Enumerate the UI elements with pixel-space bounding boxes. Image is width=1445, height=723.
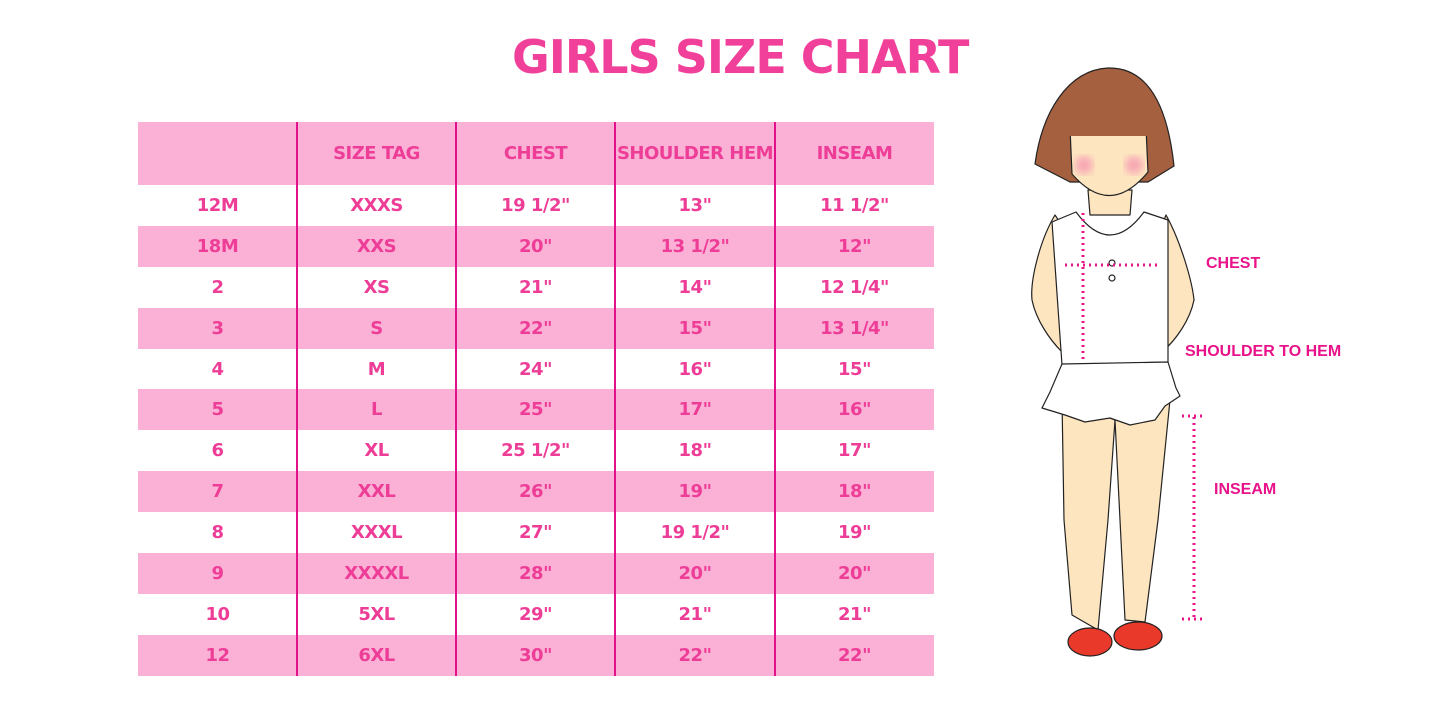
table-cell: 28" bbox=[519, 562, 552, 584]
table-cell: 6 bbox=[211, 440, 224, 462]
table-row: 9 XXXXL 28" 20" 20" bbox=[138, 553, 934, 594]
table-row: 5 L 25" 17" 16" bbox=[138, 389, 934, 431]
table-cell: 25" bbox=[519, 399, 552, 421]
table-cell: 9 bbox=[211, 562, 224, 584]
table-row: 6 XL 25 1/2" 18" 17" bbox=[138, 430, 934, 471]
table-row: 2 XS 21" 14" 12 1/4" bbox=[138, 267, 934, 308]
table-cell: 27" bbox=[519, 522, 552, 544]
table-cell: 8 bbox=[211, 522, 224, 544]
table-cell: 17" bbox=[838, 440, 871, 462]
table-cell: 12 bbox=[205, 644, 230, 666]
table-row: 10 5XL 29" 21" 21" bbox=[138, 594, 934, 635]
table-cell: L bbox=[371, 399, 382, 421]
table-cell: 21" bbox=[838, 603, 871, 625]
table-cell: XS bbox=[363, 276, 390, 298]
table-header: SIZE TAG CHEST SHOULDER HEM INSEAM bbox=[138, 122, 934, 185]
table-cell: 18" bbox=[838, 481, 871, 503]
table-cell: 19 1/2" bbox=[660, 522, 730, 544]
table-cell: 20" bbox=[519, 235, 552, 257]
table-cell: 18M bbox=[196, 235, 239, 257]
table-cell: 16" bbox=[678, 358, 712, 380]
table-cell: 3 bbox=[211, 317, 224, 339]
table-cell: 5 bbox=[211, 399, 224, 421]
table-row: 18M XXS 20" 13 1/2" 12" bbox=[138, 225, 934, 267]
table-cell: XXS bbox=[356, 235, 397, 257]
table-cell: 16" bbox=[838, 399, 871, 421]
table-cell: 25 1/2" bbox=[501, 440, 570, 462]
column-header: SIZE TAG bbox=[333, 143, 420, 164]
table-cell: 18" bbox=[678, 440, 712, 462]
left-leg bbox=[1061, 399, 1116, 631]
table-cell: 29" bbox=[519, 603, 552, 625]
table-cell: 15" bbox=[678, 317, 712, 339]
table-cell: 20" bbox=[838, 562, 871, 584]
table-cell: 24" bbox=[519, 358, 552, 380]
shoulder-to-hem-label: SHOULDER TO HEM bbox=[1185, 343, 1342, 360]
table-row: 7 XXL 26" 19" 18" bbox=[138, 471, 934, 513]
column-divider bbox=[296, 122, 298, 676]
table-row: 3 S 22" 15" 13 1/4" bbox=[138, 307, 934, 349]
chest-label: CHEST bbox=[1206, 255, 1261, 272]
table-cell: 21" bbox=[519, 276, 552, 298]
table-cell: 22" bbox=[678, 644, 712, 666]
skirt bbox=[1041, 361, 1181, 426]
column-header: CHEST bbox=[503, 143, 568, 164]
table-cell: 13" bbox=[678, 194, 712, 216]
table-cell: 11 1/2" bbox=[820, 194, 889, 216]
title-text: GIRLS SIZE CHART bbox=[512, 30, 969, 84]
table-cell: XXXXL bbox=[344, 562, 409, 584]
table-cell: 19" bbox=[838, 522, 871, 544]
table-cell: 13 1/2" bbox=[660, 235, 730, 257]
column-divider bbox=[455, 122, 457, 676]
table-cell: XXXS bbox=[350, 194, 403, 216]
column-divider bbox=[774, 122, 776, 676]
table-cell: 19" bbox=[678, 481, 712, 503]
table-cell: M bbox=[367, 358, 386, 380]
table-cell: 21" bbox=[678, 603, 712, 625]
size-table: SIZE TAG CHEST SHOULDER HEM INSEAM 12M XXXS 19… bbox=[138, 122, 934, 676]
face bbox=[1069, 127, 1149, 197]
table-cell: 30" bbox=[519, 644, 552, 666]
table-cell: 17" bbox=[678, 399, 712, 421]
inseam-label: INSEAM bbox=[1214, 481, 1277, 498]
table-cell: 26" bbox=[519, 481, 552, 503]
table-cell: 7 bbox=[211, 481, 224, 503]
table-cell: 14" bbox=[678, 276, 712, 298]
shirt bbox=[1051, 211, 1169, 366]
table-cell: 10 bbox=[205, 603, 230, 625]
right-leg bbox=[1114, 399, 1171, 623]
left-shoe bbox=[1067, 627, 1113, 657]
table-cell: 22" bbox=[519, 317, 552, 339]
table-cell: 15" bbox=[838, 358, 871, 380]
table-cell: 12" bbox=[838, 235, 871, 257]
button bbox=[1108, 274, 1116, 282]
table-row: 4 M 24" 16" 15" bbox=[138, 349, 934, 390]
table-row: 8 XXXL 27" 19 1/2" 19" bbox=[138, 512, 934, 553]
table-cell: 20" bbox=[678, 562, 712, 584]
table-cell: 12 1/4" bbox=[820, 276, 889, 298]
table-cell: S bbox=[370, 317, 383, 339]
table-cell: XXL bbox=[357, 481, 396, 503]
table-cell: 12M bbox=[196, 194, 239, 216]
cheek bbox=[1075, 156, 1093, 174]
table-cell: 19 1/2" bbox=[501, 194, 570, 216]
table-cell: 4 bbox=[211, 358, 224, 380]
table-row: 12 6XL 30" 22" 22" bbox=[138, 634, 934, 676]
table-cell: 5XL bbox=[358, 603, 395, 625]
table-cell: XXXL bbox=[350, 522, 403, 544]
column-header: INSEAM bbox=[816, 143, 893, 164]
bangs bbox=[1068, 108, 1150, 136]
table-cell: XL bbox=[364, 440, 389, 462]
table-row: 12M XXXS 19 1/2" 13" 11 1/2" bbox=[138, 185, 934, 226]
cheek bbox=[1125, 156, 1143, 174]
column-divider bbox=[614, 122, 616, 676]
table-cell: 2 bbox=[211, 276, 224, 298]
table-cell: 22" bbox=[838, 644, 871, 666]
column-header: SHOULDER HEM bbox=[616, 143, 774, 164]
table-cell: 13 1/4" bbox=[820, 317, 889, 339]
right-shoe bbox=[1113, 621, 1163, 651]
table-cell: 6XL bbox=[358, 644, 395, 666]
